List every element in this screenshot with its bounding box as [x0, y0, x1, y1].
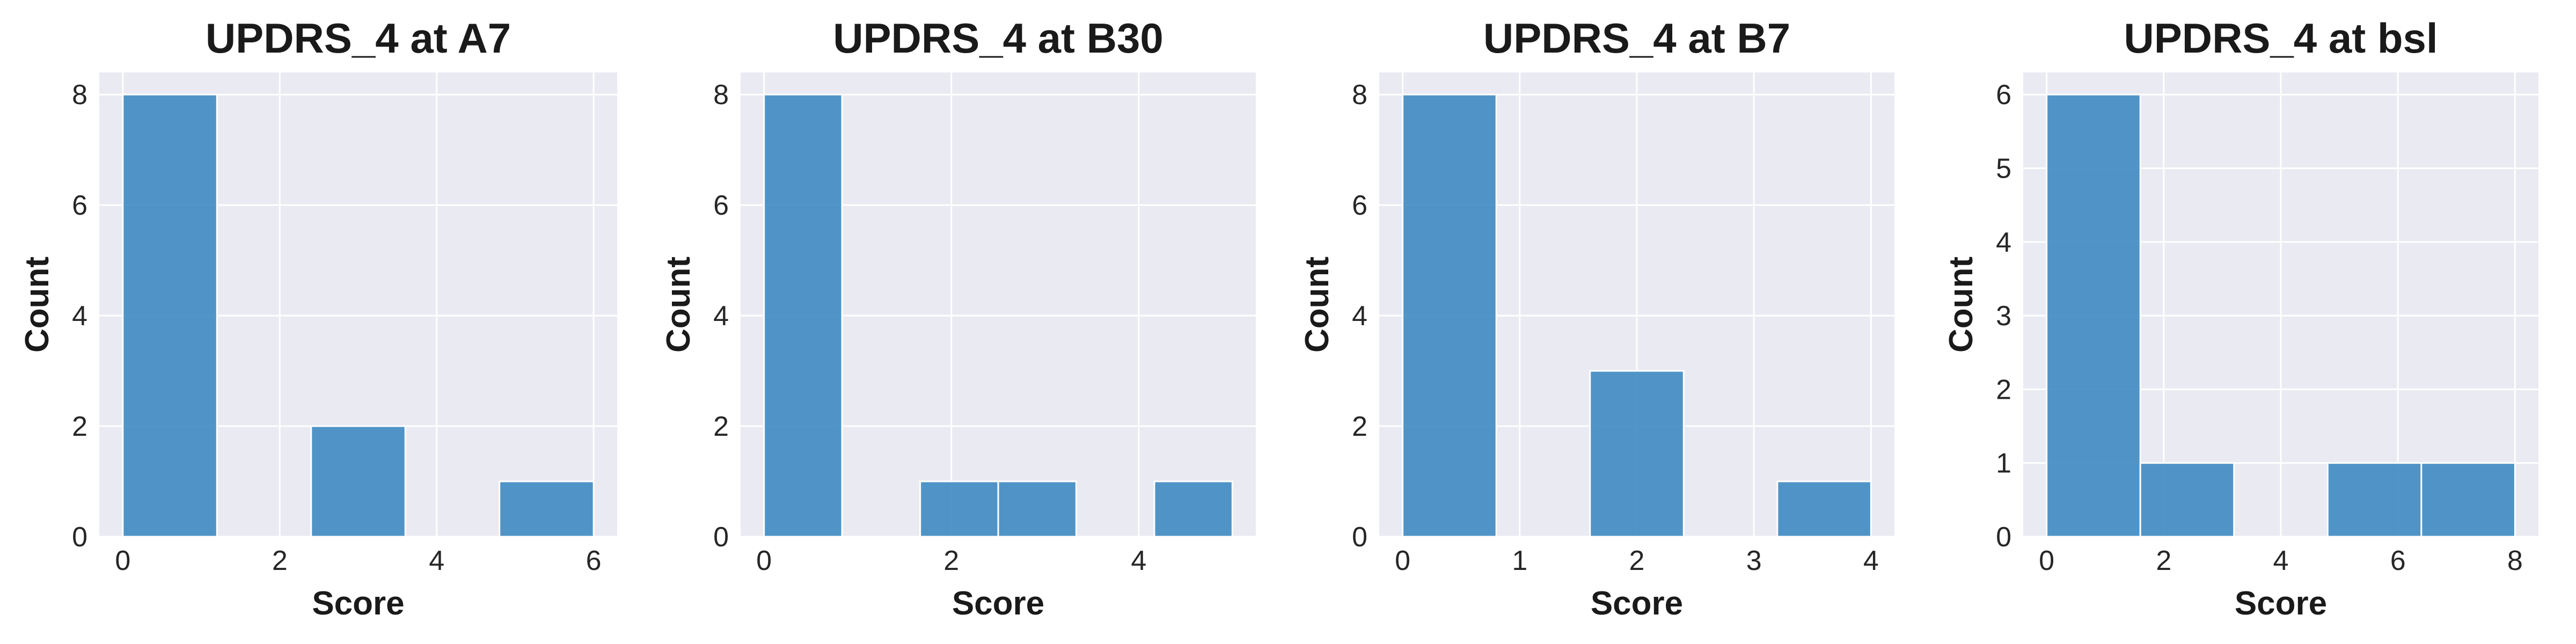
x-tick-label: 8: [2507, 545, 2523, 576]
y-tick-label: 8: [72, 79, 87, 111]
x-tick-label: 0: [756, 545, 772, 576]
y-tick-label: 0: [713, 522, 729, 553]
y-tick-label: 6: [1996, 79, 2011, 111]
y-tick-label: 0: [72, 522, 87, 553]
histogram-bar: [1402, 93, 1497, 538]
x-tick-label: 2: [272, 545, 288, 576]
x-tick-label: 2: [2156, 545, 2171, 576]
y-tick-label: 4: [1352, 301, 1367, 332]
y-tick-label: 0: [1352, 522, 1367, 553]
x-tick-label: 4: [1863, 545, 1879, 576]
y-tick-label: 1: [1996, 448, 2011, 479]
x-tick-label: 4: [2273, 545, 2289, 576]
histogram-bar: [310, 425, 406, 538]
y-tick-label: 0: [1996, 522, 2011, 553]
chart-title: UPDRS_4 at A7: [206, 14, 511, 62]
y-tick-label: 6: [713, 190, 729, 221]
x-tick-label: 2: [1629, 545, 1645, 576]
y-axis-label: Count: [1299, 257, 1336, 353]
x-tick-label: 6: [586, 545, 602, 576]
chart-title: UPDRS_4 at B7: [1483, 14, 1790, 62]
x-axis-label: Score: [952, 585, 1044, 622]
y-tick-label: 6: [1352, 190, 1367, 221]
x-tick-label: 3: [1746, 545, 1762, 576]
y-axis-label: Count: [1943, 257, 1980, 353]
histogram-bar: [2420, 462, 2516, 538]
x-tick-label: 0: [2039, 545, 2054, 576]
histogram-bar: [499, 480, 595, 538]
x-axis-label: Score: [2235, 585, 2327, 622]
histogram-bar: [1153, 480, 1233, 538]
histogram-bar: [2046, 93, 2141, 538]
y-tick-label: 8: [713, 79, 729, 111]
histogram-bar: [919, 480, 999, 538]
histogram-panel-2: 0 2 4 6 8 0 2 4 UPDRS_4 at B30 Score Count: [660, 14, 1256, 622]
y-tick-label: 2: [1352, 411, 1367, 442]
x-tick-label: 4: [429, 545, 444, 576]
x-axis-label: Score: [1591, 585, 1683, 622]
chart-title: UPDRS_4 at B30: [833, 14, 1163, 62]
y-tick-label: 8: [1352, 79, 1367, 111]
x-tick-label: 4: [1131, 545, 1146, 576]
histogram-panel-4: 0 1 2 3 4 5 6 0 2 4 6 8 UPDRS_4 at bsl Score Count: [1943, 14, 2538, 622]
y-tick-label: 2: [1996, 374, 2011, 405]
x-axis-label: Score: [312, 585, 404, 622]
chart-title: UPDRS_4 at bsl: [2124, 14, 2438, 62]
x-tick-label: 6: [2390, 545, 2406, 576]
histogram-bar: [1776, 480, 1872, 538]
histogram-bar: [763, 93, 843, 538]
y-tick-label: 5: [1996, 153, 2011, 184]
histogram-panel-3: 0 2 4 6 8 0 1 2 3 4 UPDRS_4 at B7 Score Count: [1299, 14, 1894, 622]
y-tick-label: 4: [72, 301, 87, 332]
histogram-bar: [1589, 370, 1685, 538]
histogram-bar: [2326, 462, 2423, 538]
x-tick-label: 0: [1395, 545, 1410, 576]
x-tick-label: 0: [115, 545, 130, 576]
y-tick-label: 3: [1996, 301, 2011, 332]
histogram-bar: [997, 480, 1077, 538]
x-tick-label: 2: [943, 545, 959, 576]
y-axis-label: Count: [660, 257, 697, 353]
y-tick-label: 2: [713, 411, 729, 442]
y-tick-label: 4: [713, 301, 729, 332]
histogram-bar: [122, 93, 218, 538]
y-tick-label: 2: [72, 411, 87, 442]
y-tick-label: 4: [1996, 227, 2011, 258]
y-axis-label: Count: [19, 257, 56, 353]
x-tick-label: 1: [1512, 545, 1527, 576]
histogram-panel-1: 0 2 4 6 8 0 2 4 6 UPDRS_4 at A7 Score Count: [19, 14, 617, 622]
histogram-bar: [2139, 462, 2235, 538]
y-tick-label: 6: [72, 190, 87, 221]
